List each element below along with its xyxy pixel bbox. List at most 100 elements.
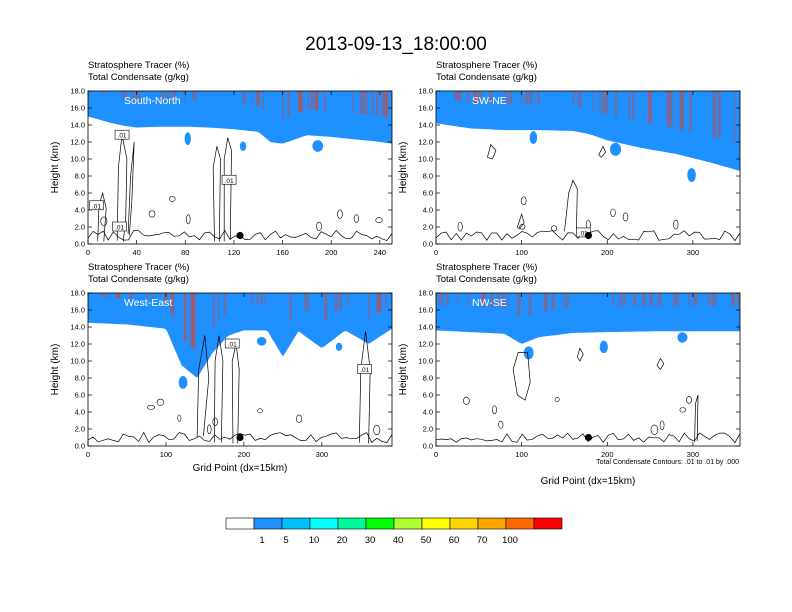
tracer-streak [736, 293, 740, 306]
tracer-streak [223, 293, 227, 316]
condensate-contour-cell [551, 225, 558, 232]
tracer-streak [376, 293, 378, 314]
tracer-streak [135, 91, 139, 102]
contour-footnote: Total Condensate Contours: .01 to .01 by… [596, 459, 739, 466]
tracer-streak [489, 91, 493, 104]
x-axis-label: Grid Point (dx=15km) [541, 476, 636, 487]
tracer-streak [481, 293, 484, 308]
tracer-streak [334, 293, 338, 313]
tracer-streak [680, 91, 684, 130]
panel-label: South-North [124, 95, 181, 107]
colorbar-swatch [225, 517, 255, 530]
tracer-streak [677, 293, 679, 306]
tracer-streak [474, 91, 476, 104]
panel-header-condensate: Total Condensate (g/kg) [436, 72, 537, 83]
tracer-streak [170, 293, 174, 314]
y-tick-label: 18.0 [418, 289, 433, 298]
tracer-streak [612, 293, 615, 307]
x-tick-label: 240 [374, 248, 387, 257]
tracer-streak [666, 91, 669, 127]
tracer-streak [712, 91, 717, 138]
contour-label-box [112, 221, 127, 232]
panel-3: Stratosphere Tracer (%)Total Condensate … [50, 262, 393, 474]
figure-title: 2013-09-13_18:00:00 [305, 34, 487, 55]
tracer-band-10 [88, 91, 392, 144]
y-tick-label: 10.0 [418, 155, 433, 164]
tracer-streak [537, 91, 540, 105]
tracer-streak [91, 91, 95, 92]
y-tick-label: 2.0 [75, 223, 85, 232]
y-tick-label: 8.0 [423, 172, 433, 181]
panel-header-tracer: Stratosphere Tracer (%) [436, 262, 537, 273]
y-tick-label: 4.0 [423, 206, 433, 215]
y-axis-label: Height (km) [50, 344, 61, 396]
colorbar-label: 50 [421, 535, 432, 546]
y-tick-label: 16.0 [418, 306, 433, 315]
tracer-streak [467, 293, 470, 307]
y-tick-label: 0.0 [75, 442, 85, 451]
tracer-band-10 [88, 293, 392, 378]
location-marker [584, 231, 593, 240]
tracer-streak [528, 293, 532, 316]
contour-label: .01 [221, 174, 237, 185]
tracer-streak [115, 293, 119, 299]
y-tick-label: 18.0 [418, 87, 433, 96]
tracer-blob [335, 342, 343, 351]
tracer-streak [577, 91, 582, 107]
tracer-streak [391, 91, 392, 119]
tracer-streak [641, 293, 646, 307]
tracer-streak [525, 91, 529, 105]
colorbar-swatch [477, 517, 507, 530]
condensate-contour-cell [147, 404, 155, 410]
tracer-blob [178, 375, 188, 389]
tracer-streak [307, 91, 309, 110]
tracer-streak [543, 293, 547, 312]
tracer-streak [324, 293, 328, 322]
tracer-streak [151, 293, 154, 302]
tracer-streak [257, 91, 260, 107]
tracer-blob [599, 340, 608, 354]
tracer-streak [377, 293, 381, 313]
colorbar-label: 40 [393, 535, 404, 546]
contour-label-box [221, 174, 237, 185]
tracer-streak [361, 91, 366, 115]
condensate-contour-cell [610, 208, 616, 217]
tracer-streak [384, 91, 388, 118]
plot-frame [87, 292, 393, 447]
plot-frame [435, 292, 741, 447]
tracer-streak [473, 91, 477, 104]
tracer-blob [523, 346, 534, 360]
tracer-streak [287, 91, 290, 117]
condensate-contour-cell [212, 417, 218, 427]
tracer-streak [651, 293, 653, 306]
colorbar-swatch [337, 517, 367, 530]
tracer-streak [707, 293, 710, 306]
tracer-streak [255, 91, 259, 107]
tracer-blob [312, 140, 324, 152]
y-axis-label: Height (km) [50, 142, 61, 194]
y-tick-label: 8.0 [423, 374, 433, 383]
tracer-streak [124, 91, 127, 101]
colorbar-swatch [449, 517, 479, 530]
x-tick-label: 0 [434, 248, 438, 257]
tracer-streak [116, 293, 120, 299]
x-tick-label: 0 [434, 450, 438, 459]
tracer-streak [688, 293, 690, 306]
tracer-streak [262, 91, 264, 110]
tracer-blob [610, 142, 622, 156]
condensate-contour-cell [156, 398, 165, 406]
y-tick-label: 12.0 [70, 138, 85, 147]
condensate-contour [598, 145, 607, 158]
condensate-contour-cell [316, 221, 322, 231]
tracer-streak [323, 91, 327, 111]
condensate-contour-cell [100, 216, 108, 226]
tracer-streak [371, 91, 374, 116]
tracer-blob [239, 141, 247, 151]
tracer-streak [138, 91, 141, 102]
colorbar-swatch [253, 517, 283, 530]
tracer-streak [250, 293, 253, 305]
tracer-streak [566, 293, 569, 309]
tracer-streak [304, 293, 306, 310]
tracer-streak [264, 293, 266, 305]
